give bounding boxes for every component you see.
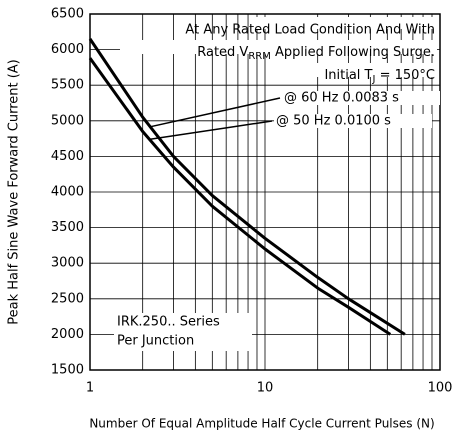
x-tick-label: 1 bbox=[86, 381, 94, 396]
x-axis-label: Number Of Equal Amplitude Half Cycle Cur… bbox=[89, 417, 434, 431]
annotation-bg bbox=[252, 17, 437, 29]
series-label: @ 50 Hz 0.0100 s bbox=[276, 114, 391, 129]
annotation-part: RRM bbox=[248, 51, 271, 62]
series-note: Per Junction bbox=[117, 334, 194, 349]
series-label: @ 60 Hz 0.0083 s bbox=[284, 91, 399, 106]
annotation-bg bbox=[284, 63, 437, 77]
series-note: IRK.250.. Series bbox=[117, 315, 220, 330]
y-axis-label: Peak Half Sine Wave Forward Current (A) bbox=[7, 59, 22, 325]
label-bg bbox=[282, 91, 440, 105]
y-tick-label: 2000 bbox=[51, 327, 84, 342]
note-bg bbox=[114, 313, 252, 351]
y-tick-label: 1500 bbox=[51, 363, 84, 378]
annotation-part: Rated V bbox=[197, 45, 248, 60]
annotation-part: = 150°C bbox=[375, 68, 435, 83]
annotation-bg bbox=[120, 40, 437, 54]
curve bbox=[88, 57, 392, 336]
y-tick-label: 6000 bbox=[51, 42, 84, 57]
label-bg bbox=[274, 114, 432, 128]
y-tick-label: 2500 bbox=[51, 291, 84, 306]
y-tick-label: 6500 bbox=[51, 7, 84, 22]
y-tick-label: 3000 bbox=[51, 256, 84, 271]
annotation: Rated VRRM Applied Following Surge. bbox=[197, 45, 435, 63]
y-tick-label: 5000 bbox=[51, 113, 84, 128]
y-tick-label: 4000 bbox=[51, 185, 84, 200]
annotation-part: Applied Following Surge. bbox=[271, 45, 435, 60]
annotation: At Any Rated Load Condition And With bbox=[185, 23, 435, 38]
leader-line bbox=[149, 120, 273, 141]
annotation-part: J bbox=[371, 74, 375, 85]
x-tick-label: 10 bbox=[257, 381, 274, 396]
y-tick-label: 5500 bbox=[51, 78, 84, 93]
curve bbox=[88, 38, 406, 336]
leader-line bbox=[149, 97, 281, 128]
annotation: Initial TJ = 150°C bbox=[324, 68, 435, 86]
y-tick-label: 4500 bbox=[51, 149, 84, 164]
y-tick-label: 3500 bbox=[51, 220, 84, 235]
annotation-part: Initial T bbox=[324, 68, 372, 83]
x-tick-label: 100 bbox=[428, 381, 453, 396]
plot-frame bbox=[89, 13, 441, 371]
